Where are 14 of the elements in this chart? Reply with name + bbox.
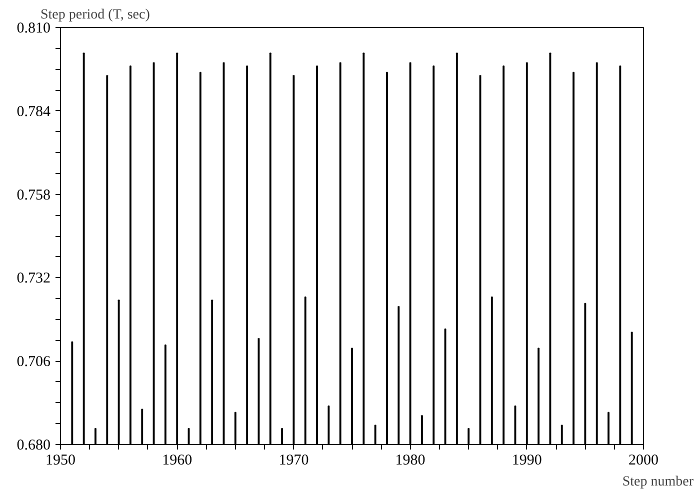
x-tick-label: 1950: [46, 452, 76, 468]
x-tick-label: 1960: [162, 452, 192, 468]
y-tick-label: 0.758: [16, 187, 50, 204]
x-axis-title: Step number: [622, 474, 694, 490]
y-tick-label: 0.680: [16, 438, 50, 454]
y-tick-label: 0.784: [16, 104, 51, 120]
x-tick-label: 1970: [278, 452, 309, 468]
x-tick-label: 1990: [512, 452, 542, 468]
y-tick-label: 0.810: [16, 20, 50, 36]
y-tick-label: 0.732: [16, 270, 50, 287]
x-tick-label: 1980: [395, 452, 426, 468]
x-tick-label: 2000: [628, 452, 658, 468]
y-tick-label: 0.706: [16, 354, 51, 370]
y-axis-title: Step period (T, sec): [40, 8, 150, 22]
